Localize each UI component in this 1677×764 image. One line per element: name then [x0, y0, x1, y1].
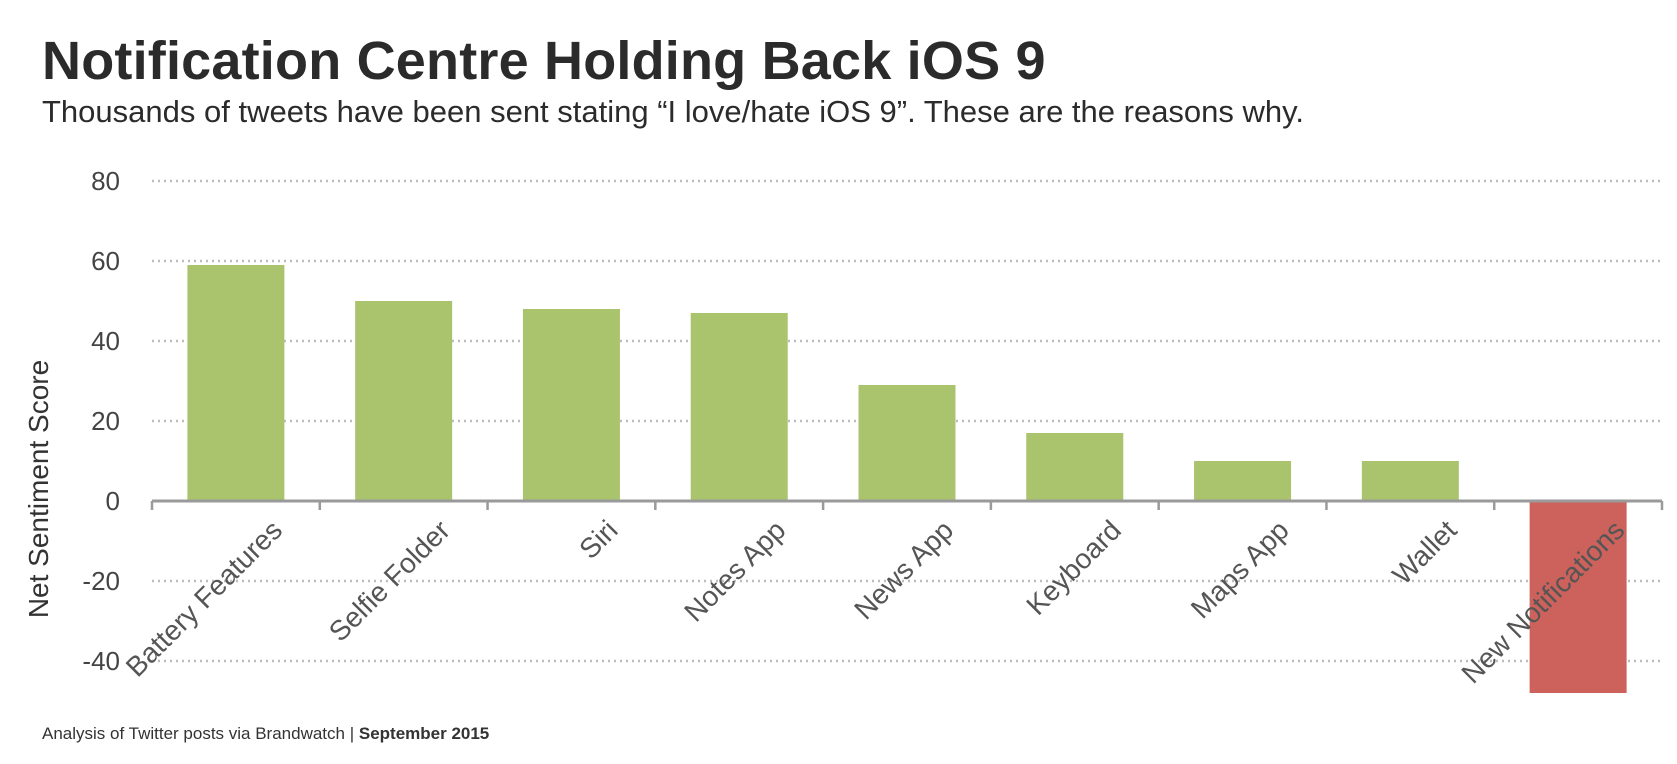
bar [522, 309, 620, 501]
bar [355, 301, 453, 501]
y-tick-label: 20 [91, 406, 120, 436]
y-tick-label: 40 [91, 326, 120, 356]
x-tick-label: Wallet [1386, 514, 1462, 590]
bars [187, 265, 1627, 693]
y-axis-title: Net Sentiment Score [23, 360, 54, 618]
y-tick-label: 80 [91, 166, 120, 196]
bar [1361, 461, 1459, 501]
bar [187, 265, 285, 501]
y-tick-label: 60 [91, 246, 120, 276]
source-note: Analysis of Twitter posts via Brandwatch… [42, 724, 489, 744]
bar [1529, 501, 1627, 693]
category-labels: Battery Features Selfie Folder Siri Notes A… [120, 514, 1631, 689]
source-date: September 2015 [358, 724, 490, 743]
chart-title: Notification Centre Holding Back iOS 9 [42, 31, 1046, 91]
x-axis [150, 499, 1664, 510]
y-tick-label: -20 [82, 566, 120, 596]
x-tick-label: News App [848, 514, 959, 625]
y-tick-label: 0 [106, 486, 120, 516]
bar [1194, 461, 1292, 501]
chart-subtitle: Thousands of tweets have been sent stati… [42, 94, 1304, 129]
y-tick-label: -40 [82, 646, 120, 676]
x-tick-label: Notes App [678, 514, 791, 627]
bar [690, 313, 788, 501]
x-tick-label: Battery Features [120, 514, 288, 682]
x-tick-label: Keyboard [1020, 514, 1127, 621]
y-axis-ticks: -40 -20 0 20 40 60 80 [82, 166, 120, 676]
bar [1026, 433, 1124, 501]
bar [858, 385, 956, 501]
x-tick-label: Maps App [1185, 514, 1295, 624]
x-tick-label: Siri [573, 514, 624, 565]
source-text: Analysis of Twitter posts via Brandwatch… [42, 724, 359, 743]
